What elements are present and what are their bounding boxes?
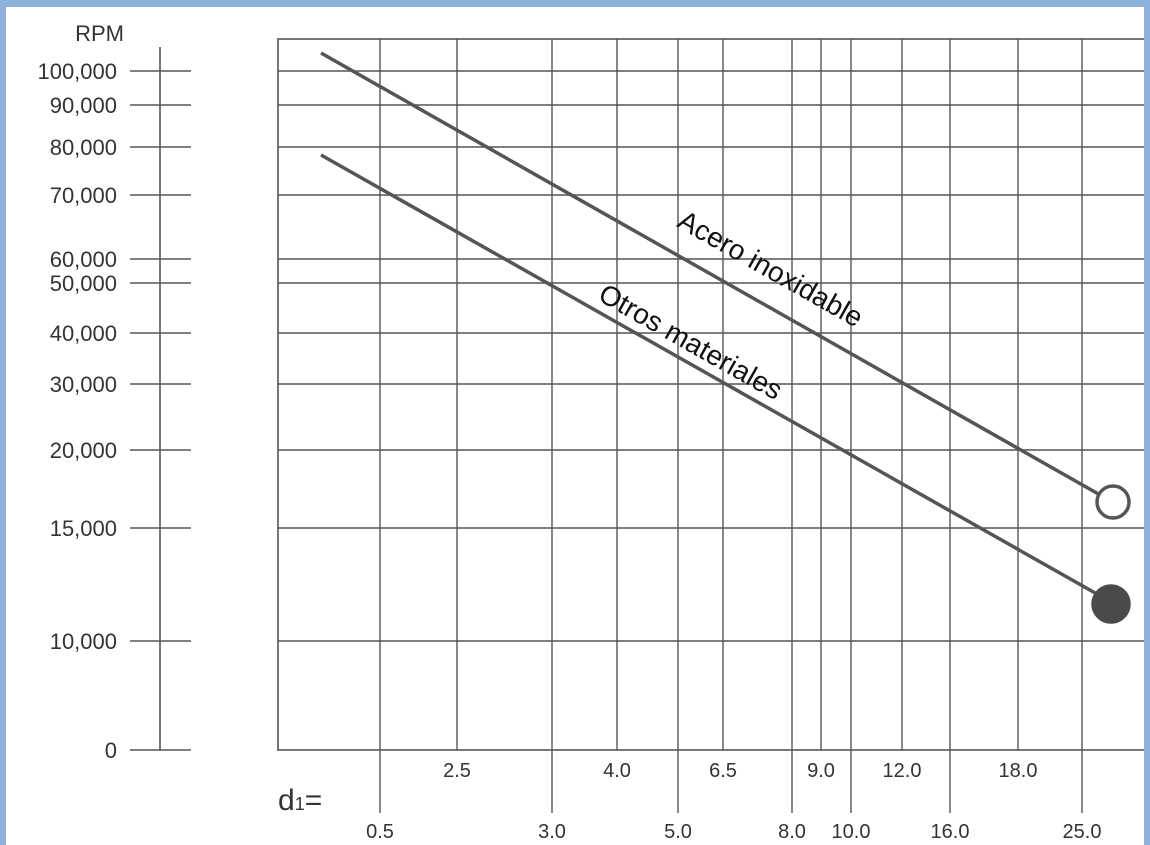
rpm-chart: RPM 100,000 90,000 80,000 70,000 60,00050,00… [37, 21, 1144, 843]
y-tick-label: 15,000 [50, 516, 117, 541]
y-tick-label: 10,000 [50, 629, 117, 654]
series-line [320, 51, 1110, 502]
grid [277, 38, 1144, 813]
x-axis-label: d1= [278, 784, 322, 817]
x-lower-tick-label: 3.0 [538, 821, 566, 843]
y-tick-label: 80,000 [50, 135, 117, 160]
x-lower-tick-label: 10.0 [832, 821, 871, 843]
series-line [320, 153, 1105, 600]
x-upper-tick-label: 4.0 [603, 760, 631, 782]
y-tick-label: 20,000 [50, 438, 117, 463]
y-tick-label: 70,000 [50, 183, 117, 208]
x-upper-tick-label: 6.5 [709, 760, 737, 782]
x-lower-tick-label: 0.5 [366, 821, 394, 843]
y-tick-label: 0 [105, 738, 117, 763]
y-tick-label: 100,000 [37, 59, 117, 84]
y-tick-label: 30,000 [50, 372, 117, 397]
y-tick-label: 40,000 [50, 321, 117, 346]
filled-circle-marker [1091, 584, 1131, 624]
y-tick-label: 50,000 [50, 271, 117, 296]
x-lower-tick-label: 5.0 [664, 821, 692, 843]
x-lower-tick-label: 25.0 [1063, 821, 1102, 843]
series-label: Otros materiales [594, 278, 788, 406]
x-upper-tick-label: 18.0 [999, 760, 1038, 782]
plot-area [277, 38, 1144, 751]
x-upper-tick-label: 12.0 [883, 760, 922, 782]
open-circle-marker [1095, 484, 1131, 520]
x-lower-tick-label: 16.0 [931, 821, 970, 843]
x-upper-tick-label: 2.5 [443, 760, 471, 782]
x-lower-tick-label: 8.0 [778, 821, 806, 843]
y-scale: RPM 100,000 90,000 80,000 70,000 60,00050,00… [37, 21, 191, 763]
x-tick-labels: 2.5 4.0 6.5 9.0 12.0 18.0 0.5 3.0 5.0 8.0 10.0 16.0… [366, 760, 1101, 843]
x-upper-tick-label: 9.0 [807, 760, 835, 782]
y-axis-unit: RPM [75, 21, 124, 46]
y-tick-label: 90,000 [50, 93, 117, 118]
y-tick-label: 60,000 [50, 247, 117, 272]
